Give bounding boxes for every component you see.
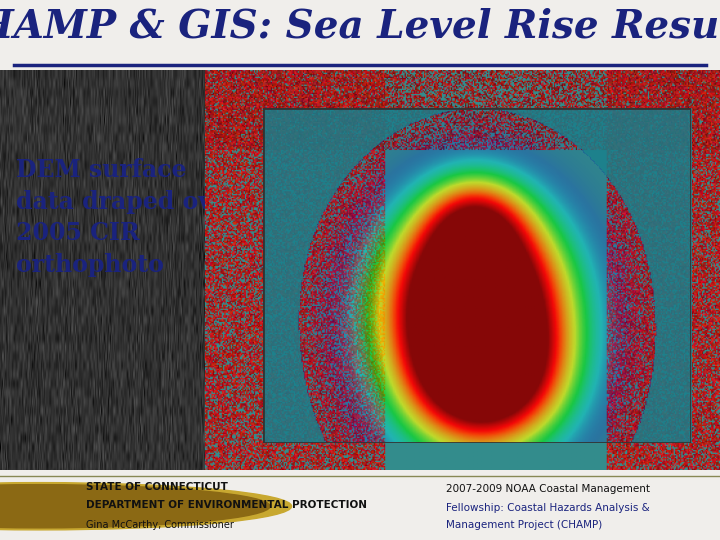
Circle shape [0, 483, 292, 530]
Text: Management Project (CHAMP): Management Project (CHAMP) [446, 520, 603, 530]
Text: 2007-2009 NOAA Coastal Management: 2007-2009 NOAA Coastal Management [446, 484, 650, 495]
Text: STATE OF CONNECTICUT: STATE OF CONNECTICUT [86, 482, 228, 492]
Text: DEPARTMENT OF ENVIRONMENTAL PROTECTION: DEPARTMENT OF ENVIRONMENTAL PROTECTION [86, 500, 367, 510]
Text: DEM surface
data draped over
2005 CIR
orthophoto: DEM surface data draped over 2005 CIR or… [17, 158, 240, 277]
Text: CHAMP & GIS: Sea Level Rise Results: CHAMP & GIS: Sea Level Rise Results [0, 8, 720, 46]
Text: Fellowship: Coastal Hazards Analysis &: Fellowship: Coastal Hazards Analysis & [446, 503, 650, 512]
Circle shape [0, 485, 270, 528]
Text: Gina McCarthy, Commissioner: Gina McCarthy, Commissioner [86, 520, 234, 530]
